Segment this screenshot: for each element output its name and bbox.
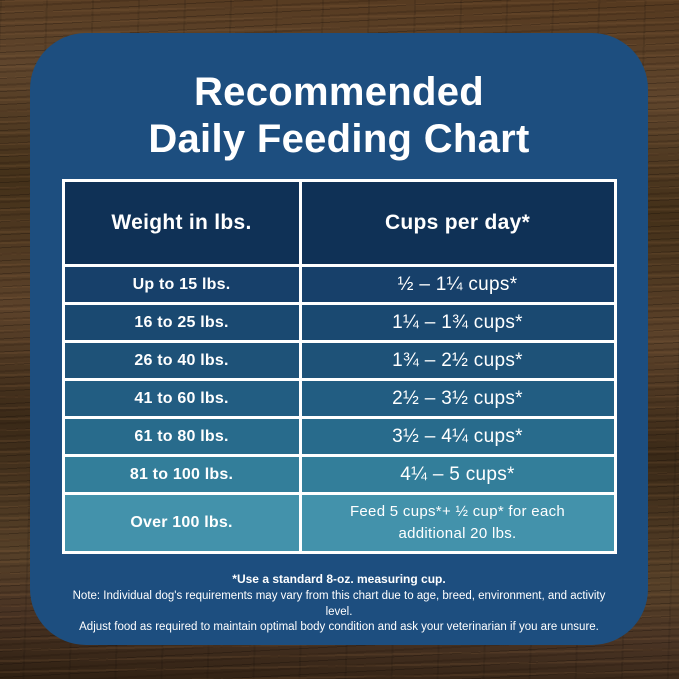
cups-cell: ½ – 1¼ cups* <box>301 267 614 303</box>
disclaimer-line-1: Note: Individual dog's requirements may … <box>72 590 606 618</box>
cups-cell: 2½ – 3½ cups* <box>301 381 614 417</box>
table-header-row: Weight in lbs. Cups per day* <box>64 182 614 265</box>
cups-cell: 3½ – 4¼ cups* <box>301 419 614 455</box>
table-row: Over 100 lbs. Feed 5 cups*+ ½ cup* for e… <box>64 495 614 552</box>
weight-cell: Over 100 lbs. <box>64 495 299 552</box>
header-cups-cell: Cups per day* <box>301 182 614 265</box>
cups-cell: 1¾ – 2½ cups* <box>301 343 614 379</box>
header-weight-cell: Weight in lbs. <box>64 182 299 265</box>
measuring-cup-note: *Use a standard 8-oz. measuring cup. <box>232 572 446 587</box>
chart-title-line-2: Daily Feeding Chart <box>148 117 530 162</box>
table-row: 61 to 80 lbs. 3½ – 4¼ cups* <box>64 419 614 455</box>
weight-cell: 41 to 60 lbs. <box>64 381 299 417</box>
chart-title-line-1: Recommended <box>193 70 485 114</box>
table-row: Up to 15 lbs. ½ – 1¼ cups* <box>64 267 614 303</box>
disclaimer-line-2: Adjust food as required to maintain opti… <box>79 620 599 633</box>
table-row: 16 to 25 lbs. 1¼ – 1¾ cups* <box>64 305 614 341</box>
feeding-chart-card: Recommended Daily Feeding Chart Weight i… <box>30 33 648 645</box>
weight-cell: 16 to 25 lbs. <box>64 305 299 341</box>
cups-cell: 1¼ – 1¾ cups* <box>301 305 614 341</box>
weight-cell: 61 to 80 lbs. <box>64 419 299 455</box>
weight-cell: Up to 15 lbs. <box>64 267 299 303</box>
table-row: 81 to 100 lbs. 4¼ – 5 cups* <box>64 457 614 493</box>
chart-title: Recommended Daily Feeding Chart <box>148 69 529 163</box>
cups-cell: Feed 5 cups*+ ½ cup* for each additional… <box>301 495 614 552</box>
weight-cell: 26 to 40 lbs. <box>64 343 299 379</box>
footer-notes: *Use a standard 8-oz. measuring cup. Not… <box>59 572 619 635</box>
table-row: 41 to 60 lbs. 2½ – 3½ cups* <box>64 381 614 417</box>
weight-cell: 81 to 100 lbs. <box>64 457 299 493</box>
cups-cell: 4¼ – 5 cups* <box>301 457 614 493</box>
table-row: 26 to 40 lbs. 1¾ – 2½ cups* <box>64 343 614 379</box>
feeding-table: Weight in lbs. Cups per day* Up to 15 lb… <box>61 179 617 555</box>
